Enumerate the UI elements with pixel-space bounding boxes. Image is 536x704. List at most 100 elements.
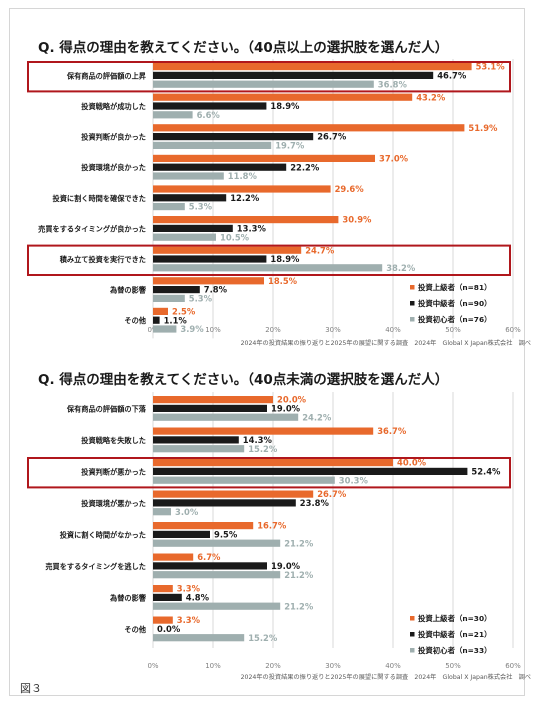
x-tick-label: 30% [325, 662, 341, 670]
data-label: 7.8% [204, 285, 228, 295]
data-label: 52.4% [471, 467, 501, 477]
x-tick-label: 10% [205, 662, 221, 670]
data-label: 20.0% [277, 395, 307, 405]
bar-intermediate [153, 255, 267, 263]
bar-beginner [153, 571, 281, 579]
bar-advanced [153, 124, 465, 132]
data-label: 18.5% [268, 276, 298, 286]
category-label: 保有商品の評価額の上昇 [66, 71, 147, 80]
legend-swatch [410, 632, 415, 637]
legend-entry: 投資上級者（n=81） [418, 283, 491, 292]
bar-beginner [153, 634, 245, 642]
bar-beginner [153, 508, 171, 516]
bar-beginner [153, 172, 224, 180]
figure-frame [9, 8, 525, 696]
legend-swatch [410, 285, 415, 290]
data-label: 13.3% [237, 224, 267, 234]
bar-intermediate [153, 224, 233, 232]
bar-intermediate [153, 404, 267, 412]
bar-beginner [153, 325, 177, 333]
data-label: 16.7% [257, 521, 287, 531]
data-label: 18.9% [270, 101, 300, 111]
bar-advanced [153, 246, 302, 254]
highlight-box [27, 244, 511, 277]
bar-advanced [153, 307, 168, 315]
bar-advanced [153, 396, 273, 404]
data-label: 15.2% [248, 633, 278, 643]
bar-intermediate [153, 102, 267, 110]
category-label: 積み立て投資を実行できた [59, 255, 146, 264]
data-label: 19.0% [271, 561, 301, 571]
data-label: 5.3% [189, 294, 213, 304]
data-label: 26.7% [317, 132, 347, 142]
data-label: 29.6% [335, 184, 365, 194]
bar-intermediate [153, 499, 296, 507]
bar-beginner [153, 111, 193, 119]
x-tick-label: 60% [505, 326, 521, 334]
bar-intermediate [153, 316, 160, 324]
legend-entry: 投資初心者（n=33） [418, 646, 491, 655]
data-label: 23.8% [300, 498, 330, 508]
figure-label: 図３ [20, 682, 42, 695]
x-tick-label: 50% [445, 662, 461, 670]
category-label: 投資判断が悪かった [81, 467, 146, 476]
highlight-box [27, 61, 511, 93]
data-label: 43.2% [416, 92, 446, 102]
category-label: 売買をするタイミングが良かった [38, 224, 146, 233]
chart-1: Q. 得点の理由を教えてください。（40点以上の選択肢を選んだ人）0%10%20… [27, 39, 531, 347]
data-label: 21.2% [284, 601, 314, 611]
x-tick-label: 40% [385, 662, 401, 670]
bar-intermediate [153, 71, 434, 79]
category-label: 投資環境が良かった [81, 163, 146, 172]
data-label: 19.0% [271, 404, 301, 414]
bar-advanced [153, 616, 173, 624]
data-label: 9.5% [214, 530, 238, 540]
data-label: 21.2% [284, 570, 314, 580]
bar-intermediate [153, 194, 227, 202]
bar-advanced [153, 93, 413, 101]
bar-intermediate [153, 286, 200, 294]
data-label: 24.7% [305, 245, 335, 255]
data-label: 53.1% [476, 62, 506, 72]
data-label: 2.5% [172, 307, 196, 317]
legend-swatch [410, 648, 415, 653]
data-label: 6.6% [197, 110, 221, 120]
bar-beginner [153, 141, 272, 149]
x-tick-label: 10% [205, 326, 221, 334]
data-label: 21.2% [284, 538, 314, 548]
category-label: 保有商品の評価額の下落 [66, 404, 147, 413]
x-tick-label: 20% [265, 326, 281, 334]
chart-title: Q. 得点の理由を教えてください。（40点未満の選択肢を選んだ人） [38, 371, 448, 388]
x-tick-label: 30% [325, 326, 341, 334]
x-tick-label: 40% [385, 326, 401, 334]
bar-beginner [153, 203, 185, 211]
bar-intermediate [153, 530, 210, 538]
data-label: 46.7% [437, 71, 467, 81]
bar-beginner [153, 264, 383, 272]
bar-advanced [153, 585, 173, 593]
legend-entry: 投資中級者（n=21） [418, 630, 491, 639]
legend-swatch [410, 616, 415, 621]
bar-intermediate [153, 163, 287, 171]
bar-beginner [153, 294, 185, 302]
bar-beginner [153, 445, 245, 453]
data-label: 30.9% [342, 215, 372, 225]
data-label: 38.2% [386, 263, 416, 273]
data-label: 18.9% [270, 254, 300, 264]
chart-2: Q. 得点の理由を教えてください。（40点未満の選択肢を選んだ人） 0% 10% 20… [27, 371, 531, 681]
bar-advanced [153, 216, 339, 224]
data-label: 22.2% [290, 162, 320, 172]
data-label: 5.3% [189, 202, 213, 212]
data-label: 4.8% [186, 593, 210, 603]
legend-entry: 投資初心者（n=76） [418, 315, 491, 324]
bar-intermediate [153, 562, 267, 570]
chart-title: Q. 得点の理由を教えてください。（40点以上の選択肢を選んだ人） [38, 39, 448, 56]
bar-beginner [153, 602, 281, 610]
category-label: 投資に割く時間を確保できた [53, 194, 146, 203]
bar-advanced [153, 459, 393, 467]
x-tick-label: 0% [147, 662, 158, 670]
bar-advanced [153, 154, 375, 162]
data-label: 3.3% [177, 615, 201, 625]
data-label: 0.0% [157, 624, 181, 634]
bar-advanced [153, 185, 331, 193]
